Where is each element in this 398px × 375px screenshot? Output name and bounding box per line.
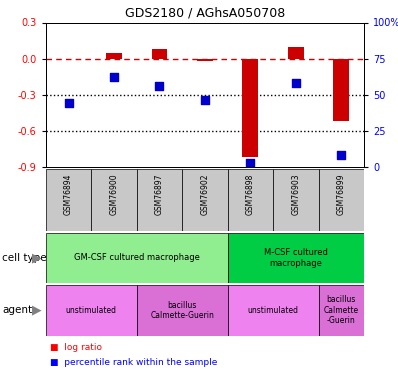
Point	[338, 152, 345, 158]
Bar	[197, 58, 213, 61]
Bar	[228, 285, 319, 336]
Text: GSM76899: GSM76899	[337, 174, 346, 215]
Text: GSM76900: GSM76900	[109, 174, 119, 215]
Bar	[319, 169, 364, 231]
Text: agent: agent	[2, 305, 32, 315]
Bar	[152, 49, 168, 58]
Text: GSM76902: GSM76902	[201, 174, 209, 215]
Text: bacillus
Calmette
-Guerin: bacillus Calmette -Guerin	[324, 296, 359, 325]
Bar	[137, 169, 182, 231]
Text: bacillus
Calmette-Guerin: bacillus Calmette-Guerin	[150, 301, 214, 320]
Bar	[319, 285, 364, 336]
Bar	[228, 169, 273, 231]
Text: cell type: cell type	[2, 253, 47, 263]
Text: ■  percentile rank within the sample: ■ percentile rank within the sample	[50, 358, 217, 368]
Text: ■  log ratio: ■ log ratio	[50, 343, 102, 352]
Text: GSM76894: GSM76894	[64, 174, 73, 215]
Point	[293, 80, 299, 86]
Text: ▶: ▶	[32, 251, 42, 264]
Point	[202, 98, 208, 104]
Bar	[46, 232, 228, 283]
Point	[111, 74, 117, 80]
Bar	[182, 169, 228, 231]
Bar	[106, 53, 122, 58]
Bar	[46, 169, 91, 231]
Bar	[273, 169, 319, 231]
Text: ▶: ▶	[32, 304, 42, 317]
Text: unstimulated: unstimulated	[66, 306, 117, 315]
Text: GSM76903: GSM76903	[291, 174, 300, 215]
Bar	[46, 285, 137, 336]
Text: M-CSF cultured
macrophage: M-CSF cultured macrophage	[264, 248, 328, 267]
Bar	[137, 285, 228, 336]
Bar	[228, 232, 364, 283]
Text: GM-CSF cultured macrophage: GM-CSF cultured macrophage	[74, 254, 200, 262]
Title: GDS2180 / AGhsA050708: GDS2180 / AGhsA050708	[125, 7, 285, 20]
Point	[247, 159, 254, 165]
Text: unstimulated: unstimulated	[248, 306, 298, 315]
Point	[65, 100, 72, 106]
Bar	[91, 169, 137, 231]
Bar	[334, 58, 349, 121]
Bar	[288, 46, 304, 58]
Point	[156, 83, 163, 89]
Bar	[242, 58, 258, 157]
Text: GSM76897: GSM76897	[155, 174, 164, 215]
Text: GSM76898: GSM76898	[246, 174, 255, 215]
